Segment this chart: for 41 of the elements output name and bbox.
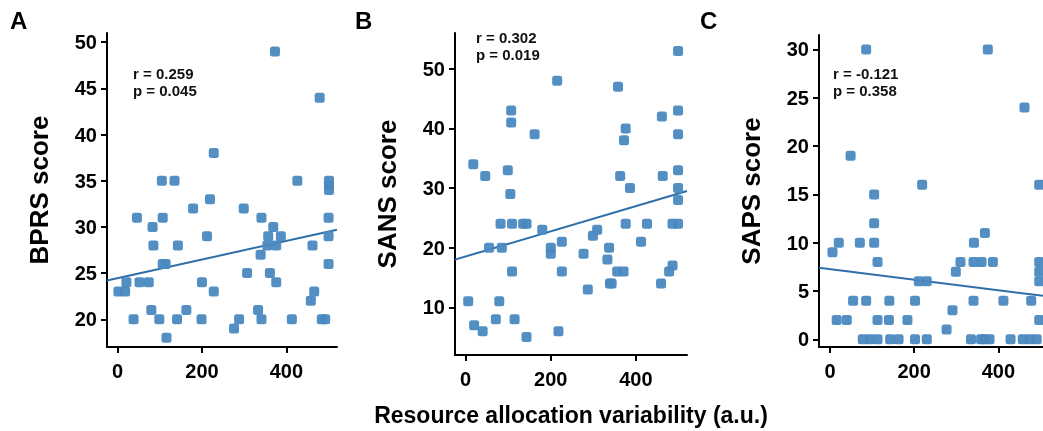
- y-tick-label: 40: [74, 123, 97, 146]
- y-tick-label: 10: [786, 231, 809, 254]
- y-axis-title: BPRS score: [24, 115, 54, 265]
- y-tick-label: 20: [786, 135, 809, 158]
- y-tick-label: 25: [74, 262, 97, 285]
- x-tick-label: 200: [185, 360, 219, 382]
- y-tick-label: 30: [74, 215, 97, 238]
- x-tick-label: 0: [824, 360, 836, 382]
- y-tick-label: 20: [74, 308, 97, 331]
- annotation: p = 0.045: [133, 82, 197, 99]
- annotation: r = 0.302: [476, 29, 537, 46]
- chart-title: A: [10, 6, 28, 34]
- y-tick-label: 50: [74, 31, 97, 54]
- x-axis-title: Resource allocation variability (a.u.): [374, 401, 768, 428]
- x-tick-label: 200: [534, 368, 568, 390]
- y-tick-label: 50: [422, 57, 445, 80]
- y-axis-title: SANS score: [372, 119, 402, 269]
- y-tick-label: 30: [422, 177, 445, 200]
- annotation: r = 0.259: [133, 65, 194, 82]
- x-tick-label: 400: [619, 368, 653, 390]
- annotation: p = 0.019: [476, 46, 540, 63]
- y-tick-label: 40: [422, 117, 445, 140]
- x-tick-label: 0: [460, 368, 472, 390]
- y-tick-label: 20: [422, 236, 445, 259]
- y-tick-label: 5: [797, 279, 809, 302]
- y-tick-label: 30: [786, 38, 809, 61]
- y-tick-label: 10: [422, 296, 445, 319]
- x-tick-label: 400: [981, 360, 1016, 382]
- chart-title: C: [700, 6, 718, 34]
- y-axis-title: SAPS score: [736, 117, 766, 265]
- x-tick-label: 200: [897, 360, 931, 382]
- y-tick-label: 35: [74, 169, 97, 192]
- x-tick-label: 0: [111, 360, 124, 382]
- y-tick-label: 15: [786, 183, 809, 206]
- y-tick-label: 45: [74, 77, 97, 100]
- x-tick-label: 400: [269, 360, 304, 382]
- annotation: p = 0.358: [833, 82, 897, 99]
- chart-title: B: [355, 6, 373, 34]
- annotation: r = -0.121: [833, 65, 899, 82]
- y-tick-label: 0: [797, 328, 809, 351]
- y-tick-label: 25: [786, 86, 809, 109]
